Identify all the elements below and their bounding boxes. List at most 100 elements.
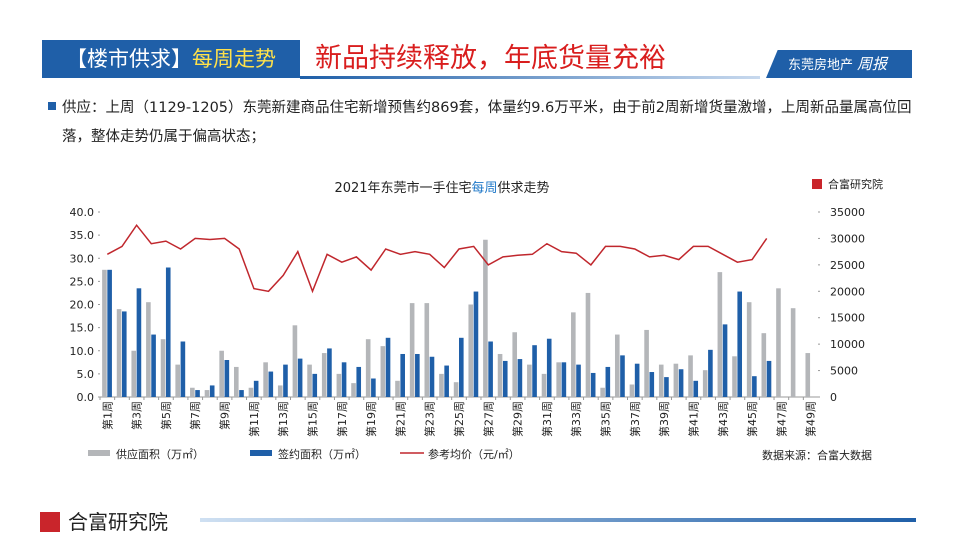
bar	[107, 269, 112, 397]
brand-icon	[40, 512, 60, 532]
logo-script: 周报	[857, 55, 888, 73]
y2-tick-label: 0	[830, 391, 837, 404]
bar	[629, 384, 635, 397]
bar	[693, 380, 699, 397]
bar	[546, 338, 552, 397]
bar	[248, 387, 254, 397]
logo-text: 东莞房地产	[788, 58, 854, 73]
bar	[644, 329, 649, 397]
bar	[483, 239, 488, 397]
bar	[239, 390, 244, 397]
bar	[444, 365, 449, 397]
x-tick-label: 第29周	[511, 401, 525, 437]
y-tick-label: 5.0	[77, 368, 95, 381]
y-tick-label: 15.0	[70, 322, 95, 335]
bar	[585, 292, 591, 397]
bar	[409, 303, 415, 397]
bar	[605, 366, 611, 397]
title-part: 2021年东莞市一手住宅	[334, 180, 471, 196]
x-tick-label: 第21周	[393, 401, 407, 437]
source: 数据来源：合富大数据	[762, 448, 872, 462]
bar	[673, 363, 679, 397]
bar	[180, 341, 186, 397]
bar	[219, 350, 224, 397]
bar	[439, 373, 444, 397]
x-tick-label: 第35周	[599, 401, 613, 437]
y-tick-label: 0.0	[77, 391, 95, 404]
bar	[351, 383, 356, 397]
y2-tick-label: 15000	[830, 312, 865, 325]
bar	[380, 346, 386, 397]
bar	[497, 353, 503, 397]
bar	[766, 360, 772, 397]
bar	[737, 291, 743, 397]
bar	[195, 390, 200, 397]
bar	[190, 387, 195, 397]
bar	[541, 373, 547, 397]
bar	[473, 291, 479, 397]
page-title: 新品持续释放，年底货量充裕	[315, 43, 666, 74]
x-tick-label: 第27周	[481, 401, 495, 437]
logo: 东莞房地产 周报	[766, 50, 912, 78]
footer-brand: 合富研究院	[40, 506, 168, 535]
chart: 2021年东莞市一手住宅每周供求走势 合富研究院 数据来源：合富大数据 0.0 5…	[70, 177, 884, 462]
x-tick-label: 第11周	[247, 401, 261, 437]
y2-tick-label: 35000	[830, 206, 865, 219]
bar	[717, 272, 723, 397]
line	[106, 223, 768, 294]
bar	[805, 353, 811, 397]
x-tick-label: 第9周	[218, 401, 232, 430]
y-tick-label: 35.0	[70, 229, 95, 242]
legend-label: 签约面积（万㎡）	[278, 447, 366, 461]
bar	[649, 372, 655, 397]
x-tick-label: 第41周	[686, 401, 700, 437]
bar	[307, 364, 312, 397]
bar	[292, 325, 298, 397]
bar	[146, 302, 151, 397]
chart-title: 2021年东莞市一手住宅每周供求走势	[334, 180, 549, 196]
bar	[385, 337, 391, 397]
x-tick-label: 第25周	[452, 401, 466, 437]
y-tick-label: 10.0	[70, 345, 95, 358]
bar	[502, 360, 508, 397]
x-tick-label: 第37周	[628, 401, 642, 437]
x-tick-label: 第47周	[774, 401, 788, 437]
y-tick-label: 40.0	[70, 206, 95, 219]
legend-swatch	[88, 450, 110, 456]
x-tick-label: 第17周	[335, 401, 349, 437]
bar	[365, 339, 371, 397]
bar	[702, 370, 708, 397]
y2-tick-label: 25000	[830, 259, 865, 272]
bar	[576, 364, 581, 397]
y-tick-label: 20.0	[70, 299, 95, 312]
bar	[468, 304, 474, 397]
bar	[263, 362, 268, 397]
bar	[268, 371, 274, 397]
header-tag: 【楼市供求】每周走势	[42, 40, 300, 78]
bar	[634, 363, 640, 397]
bar	[517, 359, 523, 397]
bar	[175, 364, 180, 397]
x-tick-label: 第15周	[305, 401, 319, 437]
bar	[424, 303, 430, 397]
bar	[253, 380, 259, 397]
x-tick-label: 第19周	[364, 401, 378, 437]
x-tick-label: 第7周	[188, 401, 202, 430]
bar	[512, 332, 518, 397]
x-tick-label: 第49周	[804, 401, 818, 437]
bar	[746, 302, 752, 397]
bar	[136, 288, 142, 397]
legend-label: 供应面积（万㎡）	[116, 447, 204, 461]
bar	[297, 358, 303, 397]
bar	[722, 324, 728, 397]
bar	[209, 385, 215, 397]
bar	[121, 311, 127, 397]
x-tick-label: 第43周	[716, 401, 730, 437]
footer-rule	[200, 518, 916, 522]
brand-icon	[812, 179, 822, 189]
bar	[429, 356, 435, 397]
y2-tick-label: 10000	[830, 338, 865, 351]
title-part: 供求走势	[498, 180, 550, 196]
x-tick-label: 第13周	[276, 401, 290, 437]
